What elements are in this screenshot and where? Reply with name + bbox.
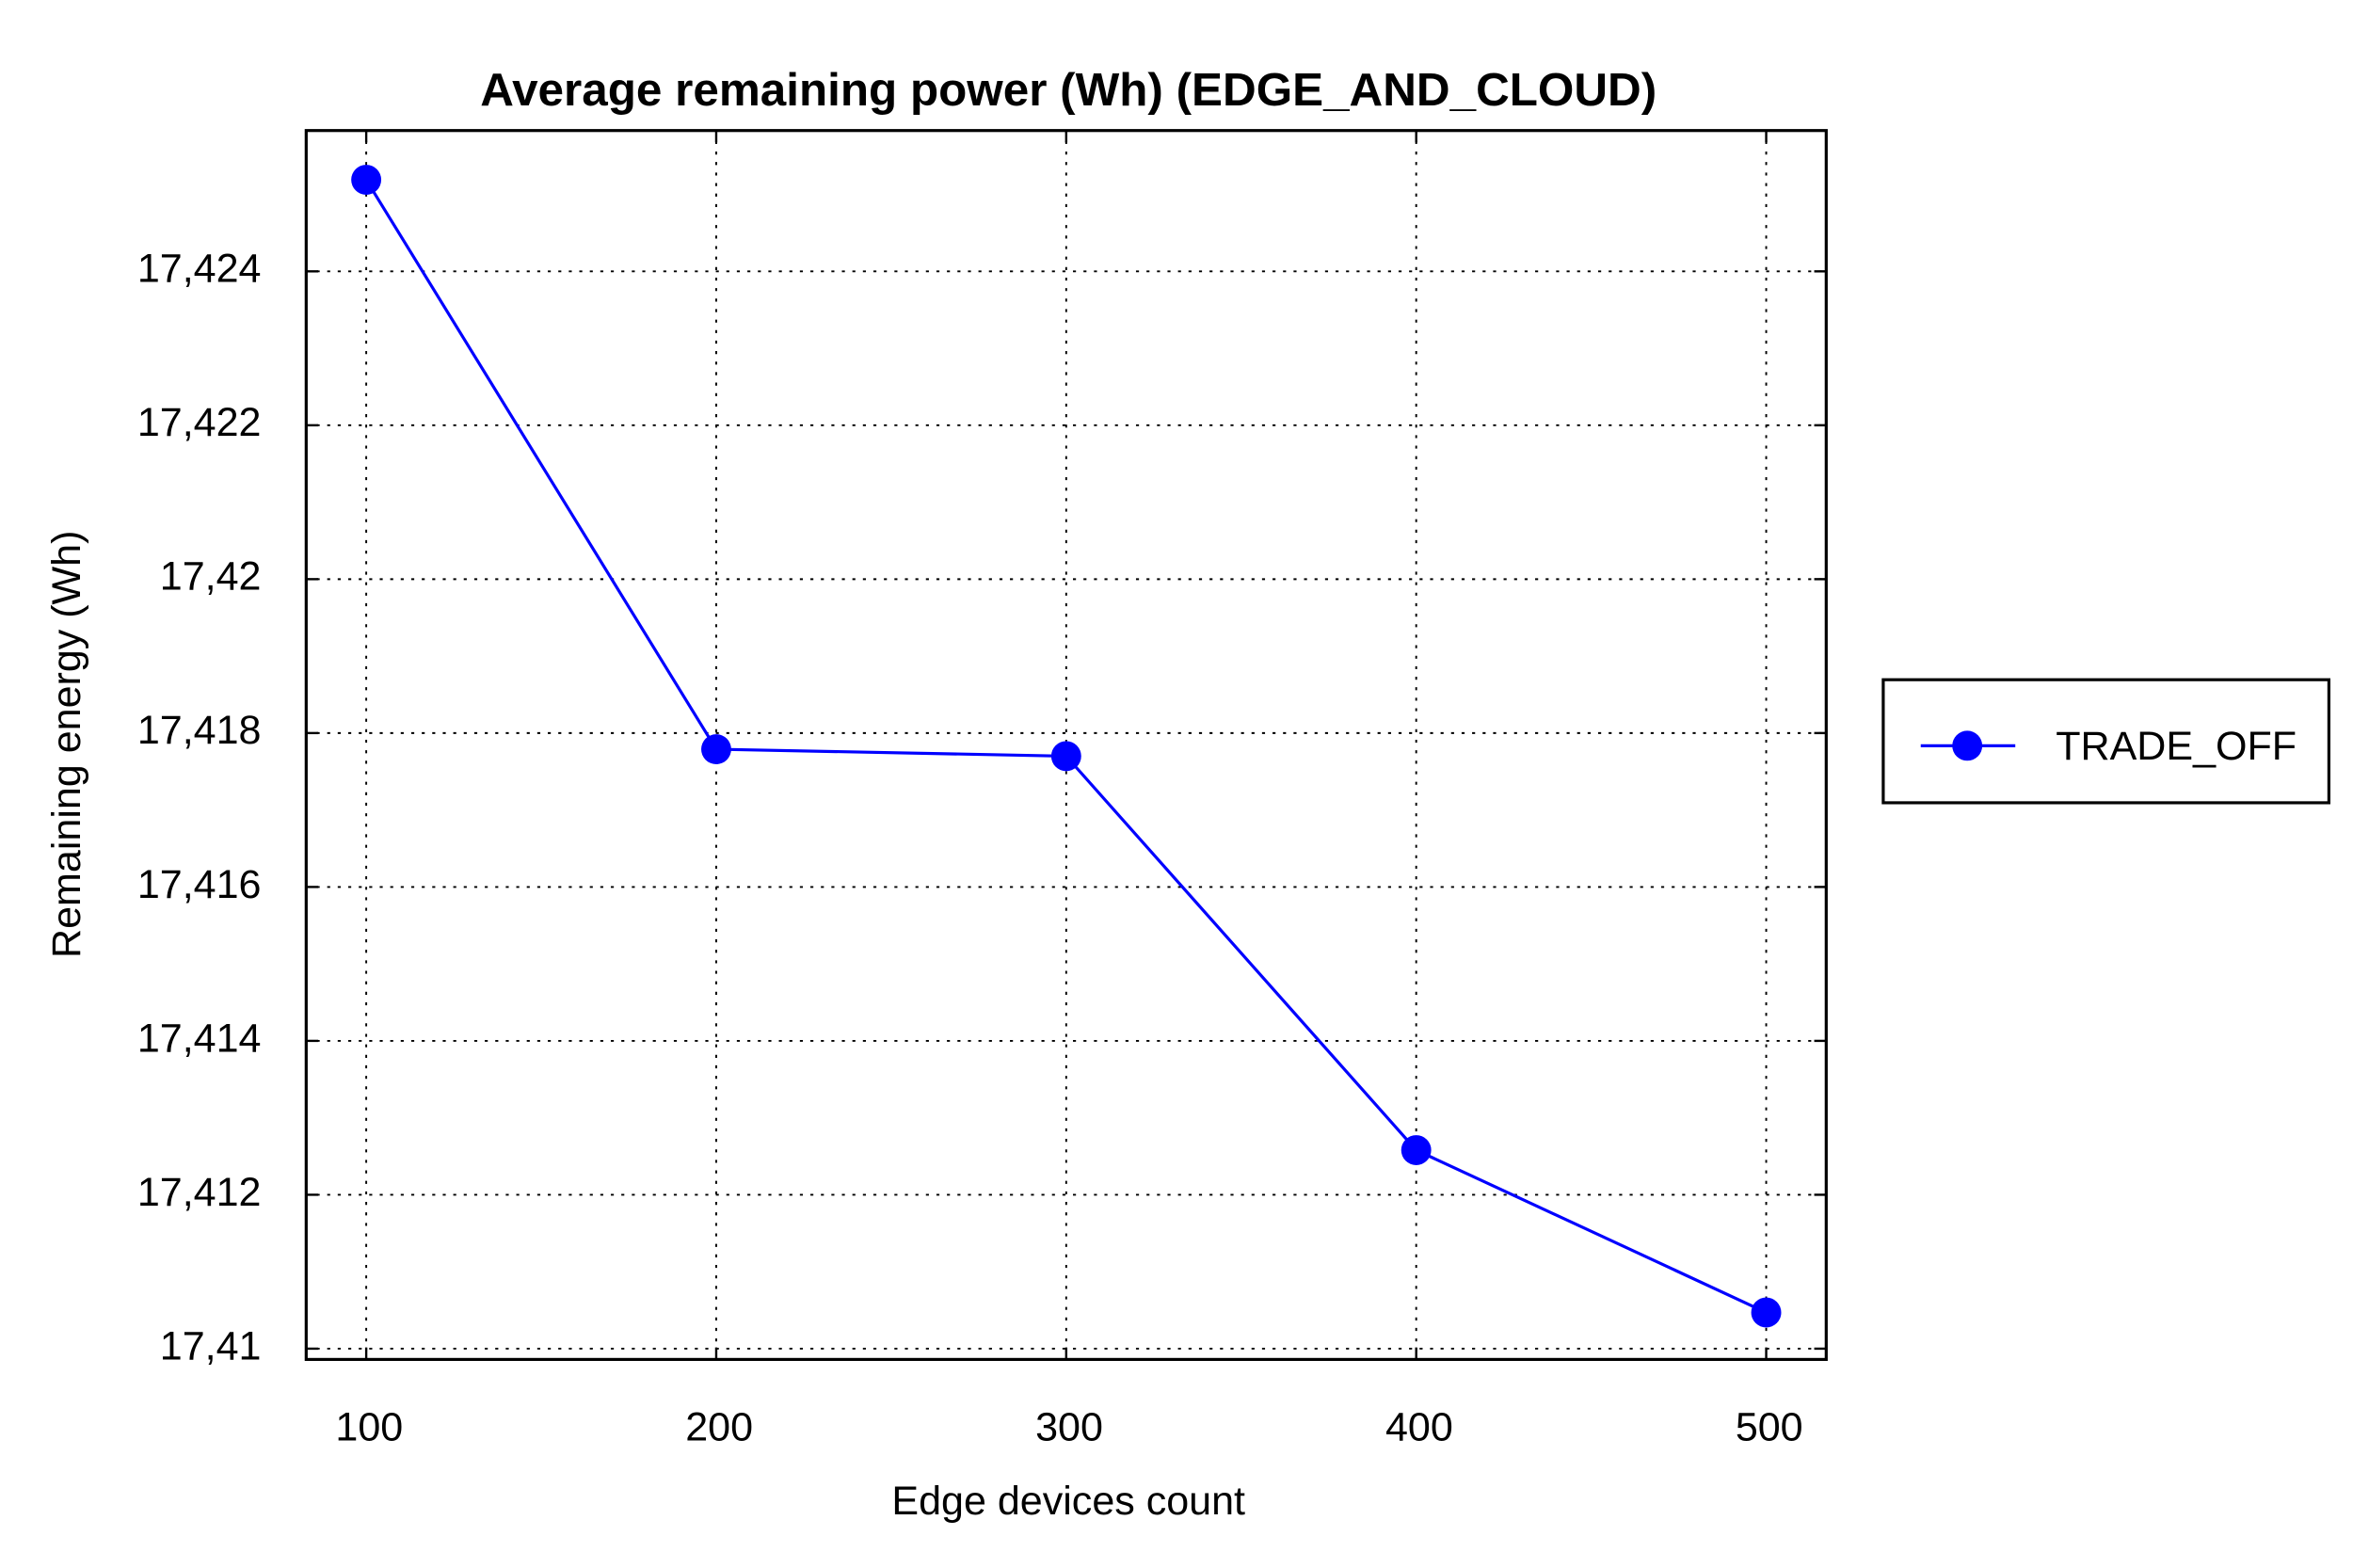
y-tick-label: 17,416 xyxy=(137,862,262,907)
chart-title: Average remaining power (Wh) (EDGE_AND_C… xyxy=(480,64,1657,116)
y-tick-label: 17,418 xyxy=(137,708,262,753)
data-point xyxy=(351,165,382,195)
y-tick-label: 17,412 xyxy=(137,1170,262,1215)
x-tick-label: 400 xyxy=(1385,1405,1453,1450)
x-axis-label: Edge devices count xyxy=(891,1479,1245,1524)
plot-frame xyxy=(304,129,1828,1361)
x-tick-label: 500 xyxy=(1736,1405,1803,1450)
y-tick-label: 17,42 xyxy=(160,554,262,600)
data-point xyxy=(1050,741,1081,772)
y-tick-label: 17,414 xyxy=(137,1016,262,1061)
data-point xyxy=(1751,1297,1782,1328)
data-point xyxy=(701,734,731,764)
x-tick-label: 200 xyxy=(685,1405,753,1450)
y-tick-label: 17,424 xyxy=(137,247,262,292)
y-tick-label: 17,41 xyxy=(160,1323,262,1368)
x-tick-label: 100 xyxy=(335,1405,403,1450)
y-tick-label: 17,422 xyxy=(137,400,262,445)
x-tick-label: 300 xyxy=(1035,1405,1103,1450)
y-axis-label: Remaining energy (Wh) xyxy=(44,531,89,958)
legend-marker xyxy=(1952,730,1983,761)
data-point xyxy=(1401,1135,1432,1165)
legend-label: TRADE_OFF xyxy=(2056,724,2297,769)
